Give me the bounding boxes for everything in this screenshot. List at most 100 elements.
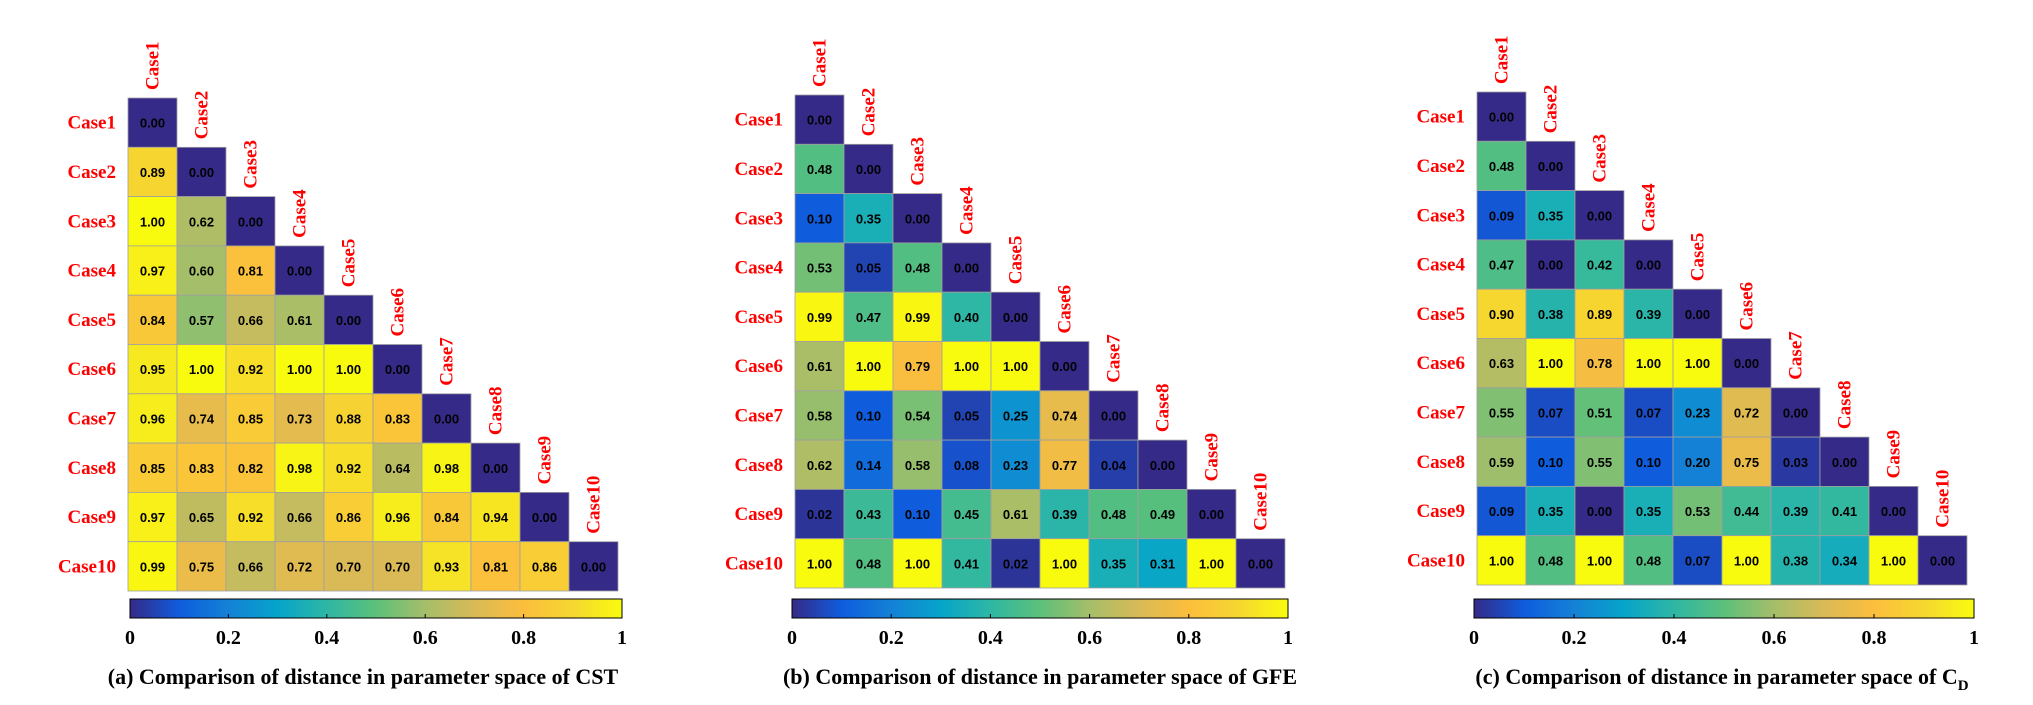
cell-value-label: 0.00 (1248, 556, 1273, 571)
cell-value-label: 0.00 (1636, 258, 1661, 273)
heatmap-cell (176, 393, 227, 444)
heatmap-panel-2: Case1 Case2 Case3 Case4 Case5 Case6 Case7 Case8… (725, 38, 1297, 689)
cell-value-label: 1.00 (1538, 356, 1563, 371)
colorbar-tick-label: 0.6 (413, 627, 438, 649)
row-label: Case4 (1416, 255, 1465, 276)
row-label: Case9 (734, 504, 783, 525)
heatmap-cell (1476, 91, 1527, 142)
cell-value-label: 1.00 (336, 362, 361, 377)
row-label: Case7 (67, 408, 116, 429)
cell-value-label: 0.00 (1832, 455, 1857, 470)
heatmap-cell (323, 541, 374, 592)
cell-value-label: 0.00 (1734, 356, 1759, 371)
heatmap-cell (1525, 288, 1576, 339)
cell-value-label: 1.00 (189, 362, 214, 377)
cell-value-label: 0.74 (189, 411, 215, 426)
cell-value-label: 0.14 (856, 458, 882, 473)
heatmap-cell (1088, 538, 1139, 589)
cell-value-label: 0.99 (807, 310, 832, 325)
heatmap-cell (1525, 338, 1576, 389)
column-label: Case4 (1639, 183, 1660, 232)
heatmap-cell (892, 291, 943, 342)
cell-value-label: 0.72 (1734, 405, 1759, 420)
heatmap-cell (1574, 387, 1625, 438)
cell-value-label: 0.07 (1538, 405, 1563, 420)
cell-value-label: 0.70 (385, 559, 410, 574)
cell-value-label: 0.23 (1685, 405, 1710, 420)
row-label: Case8 (734, 455, 783, 476)
heatmap-cell (1721, 387, 1772, 438)
column-label: Case6 (388, 288, 409, 337)
cell-value-label: 0.66 (238, 559, 263, 574)
cell-value-label: 0.41 (1832, 504, 1857, 519)
colorbar-tick-label: 0 (125, 627, 135, 649)
colorbar-tick-label: 0.2 (1562, 627, 1587, 649)
cell-value-label: 0.85 (140, 461, 165, 476)
heatmap-cell (1819, 485, 1870, 537)
row-label: Case2 (67, 162, 116, 183)
column-label: Case8 (1835, 381, 1856, 430)
heatmap-cell (274, 294, 325, 345)
cell-value-label: 0.86 (336, 510, 361, 525)
heatmap-cell (1770, 387, 1821, 438)
heatmap-cell (794, 341, 845, 392)
cell-value-label: 0.53 (1685, 504, 1710, 519)
colorbar-tick-label: 0.4 (978, 627, 1003, 649)
row-label: Case6 (734, 356, 783, 377)
cell-value-label: 1.00 (954, 359, 979, 374)
heatmap-cell (941, 341, 992, 392)
cell-value-label: 0.89 (140, 165, 165, 180)
heatmap-cell (1623, 338, 1674, 389)
column-label: Case4 (290, 189, 311, 238)
cell-value-label: 1.00 (1003, 359, 1028, 374)
heatmap-cell (225, 344, 276, 395)
colorbar-tick-label: 0 (1469, 627, 1479, 649)
cell-value-label: 0.00 (1489, 110, 1514, 125)
heatmap-cell (127, 393, 178, 444)
heatmap-cell (1672, 535, 1723, 586)
heatmap-cell (1476, 288, 1527, 339)
heatmap-cell (794, 439, 845, 490)
cell-value-label: 0.81 (483, 559, 508, 574)
heatmap-cell (843, 143, 894, 195)
cell-value-label: 0.94 (483, 510, 509, 525)
cell-value-label: 0.10 (856, 408, 881, 423)
cell-value-label: 0.00 (1101, 408, 1126, 423)
cell-value-label: 0.02 (807, 507, 832, 522)
cell-value-label: 0.90 (1489, 307, 1514, 322)
cell-value-label: 0.48 (1636, 553, 1661, 568)
heatmap-cell (843, 538, 894, 589)
cell-value-label: 0.00 (238, 214, 263, 229)
panel-caption: (c) Comparison of distance in parameter … (1475, 664, 1968, 694)
row-label: Case2 (1416, 156, 1465, 177)
panel-caption: (b) Comparison of distance in parameter … (783, 664, 1297, 689)
column-label: Case7 (1786, 331, 1807, 380)
cell-value-label: 0.47 (856, 310, 881, 325)
cell-value-label: 0.81 (238, 264, 263, 279)
column-label: Case9 (1884, 430, 1905, 479)
cell-value-label: 0.35 (856, 211, 881, 226)
colorbar (791, 598, 1289, 619)
column-label: Case2 (859, 88, 880, 137)
heatmap-cell (225, 541, 276, 592)
heatmap-cell (1721, 436, 1772, 487)
cell-value-label: 0.41 (954, 556, 979, 571)
row-label: Case8 (1416, 452, 1465, 473)
column-label: Case9 (1202, 433, 1223, 482)
heatmap-cell (1623, 535, 1674, 586)
cell-value-label: 0.45 (954, 507, 979, 522)
heatmap-cell (892, 488, 943, 540)
cell-value-label: 0.00 (1685, 307, 1710, 322)
heatmap-cell (225, 491, 276, 543)
cell-value-label: 0.35 (1101, 556, 1126, 571)
heatmap-cell (1039, 341, 1090, 392)
cell-value-label: 0.97 (140, 510, 165, 525)
heatmap-cell (990, 291, 1041, 342)
cell-value-label: 1.00 (287, 362, 312, 377)
heatmap-cell (176, 344, 227, 395)
cell-value-label: 0.54 (905, 408, 931, 423)
cell-value-label: 1.00 (1636, 356, 1661, 371)
cell-value-label: 0.00 (905, 211, 930, 226)
cell-value-label: 0.35 (1538, 208, 1563, 223)
cell-value-label: 0.61 (807, 359, 832, 374)
